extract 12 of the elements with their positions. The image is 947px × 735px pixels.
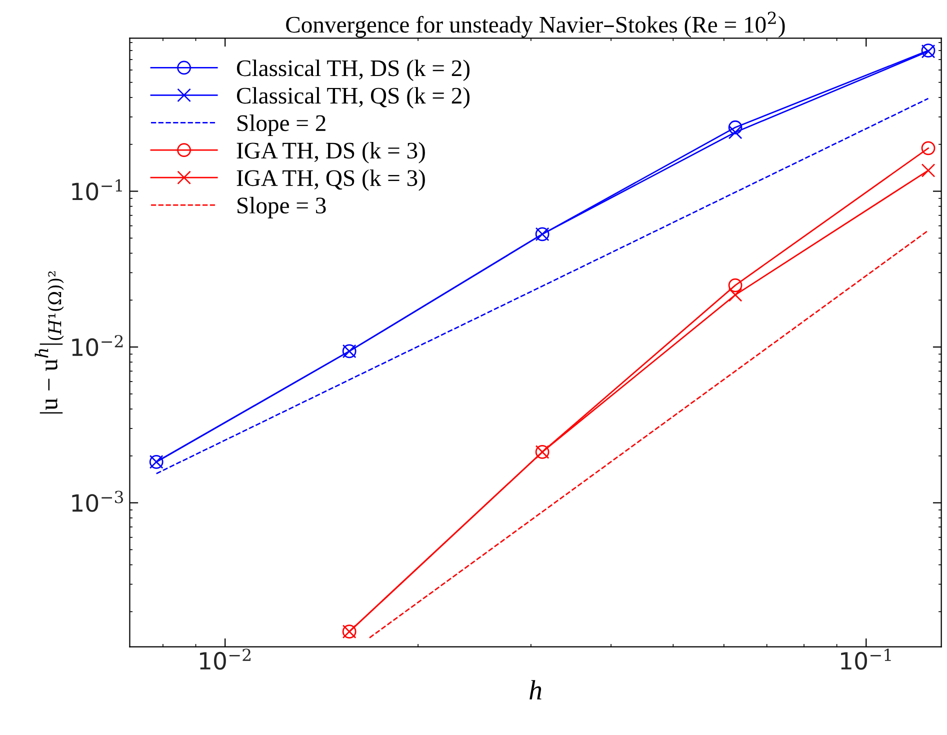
legend-label: IGA TH, QS (k = 3) (236, 169, 425, 191)
y-axis-title: |u − u$^{h}$|$_{(H¹(Ω))²}$ (34, 271, 64, 414)
y-tick-label: 10$^{−1}$ (72, 179, 122, 200)
y-tick-label: 10$^{−2}$ (72, 334, 123, 356)
y-tick-label: 10$^{−3}$ (72, 490, 124, 512)
chart-title: Convergence for unsteady Navier–Stokes (Re = 10$^{2}$) (286, 12, 785, 38)
x-axis-title: h (530, 680, 542, 700)
legend-label: Slope = 3 (238, 196, 326, 218)
legend-label: Classical TH, DS (k = 2) (236, 60, 470, 82)
legend-label: Classical TH, QS (k = 2) (236, 87, 470, 108)
legend-label: Slope = 2 (238, 114, 326, 136)
legend-label: IGA TH, DS (k = 3) (236, 142, 425, 164)
